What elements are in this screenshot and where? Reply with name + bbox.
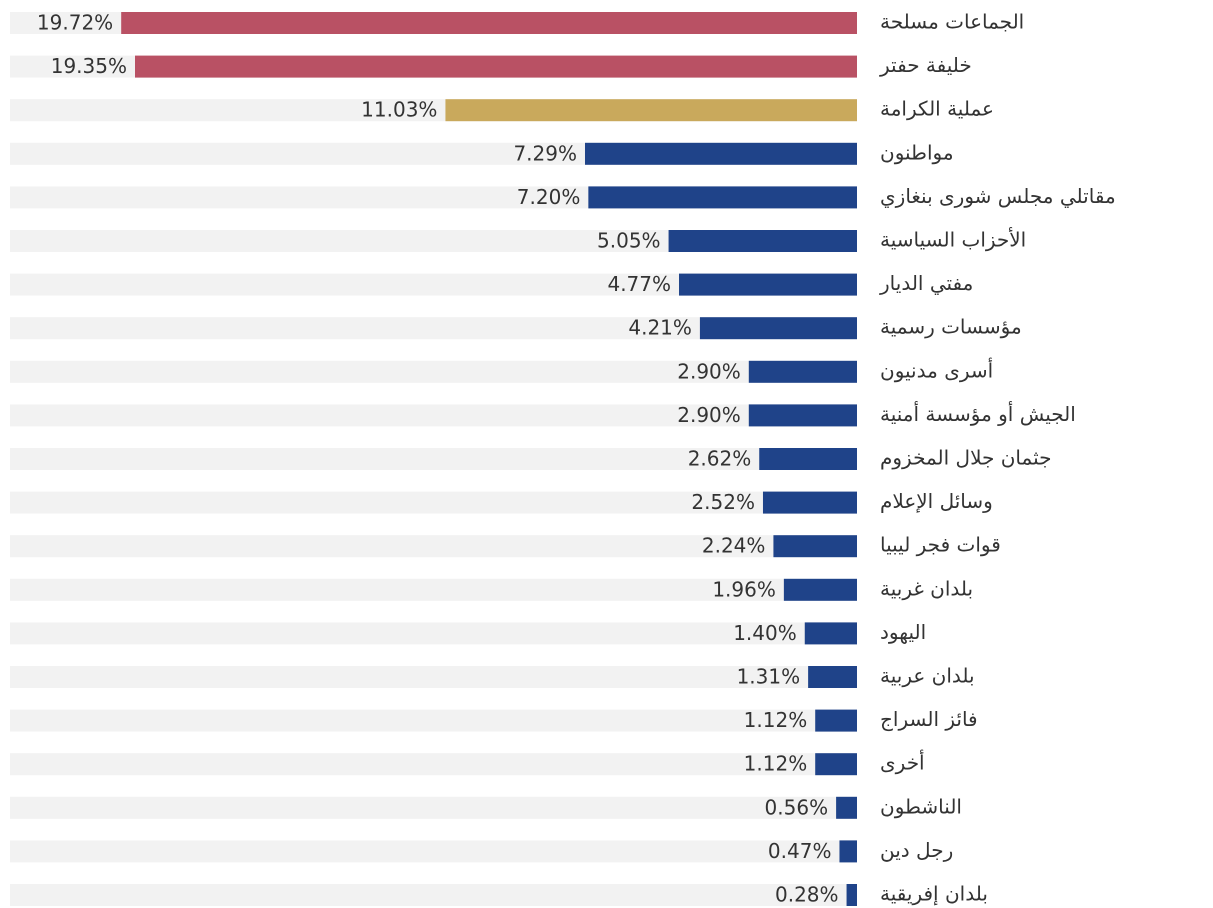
bar-track bbox=[10, 448, 857, 470]
bar bbox=[839, 840, 857, 863]
category-label: الناشطون bbox=[880, 794, 962, 818]
category-label: أسرى مدنيون bbox=[880, 357, 993, 382]
value-label: 0.28% bbox=[775, 883, 839, 907]
bar-track bbox=[10, 273, 857, 296]
bar-track bbox=[10, 622, 857, 645]
bar bbox=[134, 55, 857, 78]
value-label: 1.31% bbox=[737, 665, 801, 689]
bar-track bbox=[10, 884, 857, 906]
bar bbox=[445, 99, 857, 122]
bar bbox=[584, 142, 857, 165]
bar bbox=[748, 404, 857, 427]
category-label: مفتي الديار bbox=[879, 271, 973, 296]
value-label: 2.90% bbox=[677, 359, 741, 383]
value-label: 7.20% bbox=[517, 185, 581, 209]
category-label: بلدان غربية bbox=[880, 576, 973, 600]
value-label: 0.56% bbox=[765, 795, 829, 819]
category-label: خليفة حفتر bbox=[879, 53, 972, 77]
value-label: 2.24% bbox=[702, 534, 766, 558]
category-label: رجل دين bbox=[880, 838, 953, 862]
bar-track bbox=[10, 491, 857, 514]
bar bbox=[773, 535, 857, 558]
value-label: 1.40% bbox=[733, 621, 797, 645]
bar bbox=[815, 753, 857, 776]
bar-track bbox=[10, 666, 857, 688]
bar-track bbox=[10, 360, 857, 383]
bar-track bbox=[10, 578, 857, 601]
value-label: 1.96% bbox=[712, 577, 776, 601]
category-label: الجيش أو مؤسسة أمنية bbox=[880, 401, 1076, 426]
category-label: الجماعات مسلحة bbox=[880, 10, 1024, 34]
bar-track bbox=[10, 230, 857, 252]
bar bbox=[588, 186, 857, 209]
value-label: 4.21% bbox=[628, 316, 692, 340]
category-label: قوات فجر ليبيا bbox=[880, 533, 1001, 557]
bar bbox=[759, 448, 857, 470]
bar-track bbox=[10, 404, 857, 427]
category-label: الأحزاب السياسية bbox=[880, 228, 1026, 252]
value-label: 2.62% bbox=[688, 447, 752, 471]
value-label: 19.72% bbox=[37, 11, 113, 35]
bar bbox=[762, 491, 857, 514]
category-label: عملية الكرامة bbox=[880, 97, 994, 121]
value-label: 2.90% bbox=[677, 403, 741, 427]
category-label: بلدان عربية bbox=[880, 664, 975, 688]
category-label: فائز السراج bbox=[880, 707, 978, 731]
value-label: 1.12% bbox=[744, 752, 808, 776]
bar bbox=[748, 360, 857, 383]
bar bbox=[804, 622, 857, 645]
bar-track bbox=[10, 796, 857, 819]
category-label: مواطنون bbox=[880, 140, 954, 164]
category-label: اليهود bbox=[880, 620, 926, 644]
value-label: 4.77% bbox=[607, 272, 671, 296]
bar bbox=[783, 578, 857, 601]
value-label: 11.03% bbox=[361, 98, 437, 122]
category-label: بلدان إفريقية bbox=[880, 882, 988, 907]
bar-track bbox=[10, 840, 857, 863]
category-label: وسائل الإعلام bbox=[880, 489, 993, 513]
bar-track bbox=[10, 317, 857, 340]
category-label: مؤسسات رسمية bbox=[880, 315, 1022, 339]
category-label: أخرى bbox=[880, 750, 925, 775]
bar bbox=[121, 12, 857, 34]
bar-track bbox=[10, 753, 857, 776]
bar bbox=[699, 317, 857, 340]
value-label: 5.05% bbox=[597, 229, 661, 253]
value-label: 0.47% bbox=[768, 839, 832, 863]
bar bbox=[836, 796, 857, 819]
value-label: 7.29% bbox=[513, 141, 577, 165]
value-label: 2.52% bbox=[691, 490, 755, 514]
bar bbox=[808, 666, 857, 688]
bar bbox=[846, 884, 857, 906]
bar bbox=[679, 273, 857, 296]
bar-track bbox=[10, 535, 857, 558]
value-label: 1.12% bbox=[744, 708, 808, 732]
category-label: مقاتلي مجلس شورى بنغازي bbox=[880, 184, 1116, 209]
bar-track bbox=[10, 709, 857, 732]
bar bbox=[668, 230, 857, 252]
value-label: 19.35% bbox=[51, 54, 127, 78]
category-label: جثمان جلال المخزوم bbox=[880, 446, 1051, 470]
bar bbox=[815, 709, 857, 732]
